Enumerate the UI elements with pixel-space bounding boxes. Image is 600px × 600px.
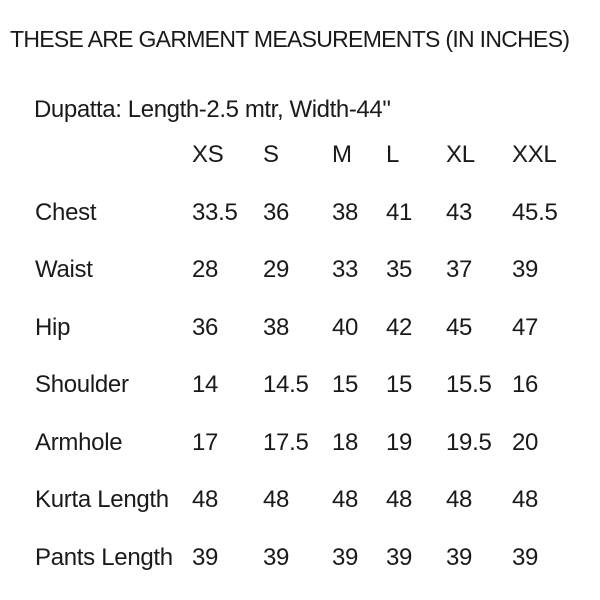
dupatta-note: Dupatta: Length-2.5 mtr, Width-44": [34, 96, 391, 123]
cell-value: 15: [332, 371, 359, 398]
cell-value: 15.5: [446, 371, 492, 398]
cell-value: 15: [386, 371, 413, 398]
cell-value: 18: [332, 428, 359, 456]
cell-value: 48: [512, 486, 539, 513]
cell-value: 45: [446, 313, 473, 341]
cell-value: 38: [263, 313, 290, 341]
cell-value: 19: [386, 428, 413, 456]
cell-value: 38: [332, 198, 359, 226]
cell-value: 39: [332, 543, 359, 571]
cell-value: 39: [512, 256, 539, 283]
column-header-xl: XL: [446, 141, 475, 168]
cell-value: 39: [263, 543, 290, 571]
cell-value: 47: [512, 313, 539, 341]
cell-value: 39: [386, 543, 413, 571]
table-row-chest: Chest 33.5 36 38 41 43 45.5: [35, 199, 592, 257]
cell-value: 20: [512, 428, 539, 456]
page-title: THESE ARE GARMENT MEASUREMENTS (IN INCHE…: [10, 26, 570, 52]
cell-value: 39: [192, 543, 219, 571]
table-row-waist: Waist 28 29 33 35 37 39: [35, 256, 592, 314]
cell-value: 48: [332, 486, 359, 513]
row-label: Pants Length: [35, 543, 173, 571]
row-label: Chest: [35, 198, 97, 226]
table-row-kurta-length: Kurta Length 48 48 48 48 48 48: [35, 486, 592, 544]
cell-value: 33: [332, 256, 359, 283]
cell-value: 33.5: [192, 198, 238, 226]
cell-value: 29: [263, 256, 290, 283]
cell-value: 14.5: [263, 371, 309, 398]
cell-value: 48: [446, 486, 473, 513]
cell-value: 16: [512, 371, 539, 398]
cell-value: 35: [386, 256, 413, 283]
cell-value: 48: [192, 486, 219, 513]
cell-value: 17: [192, 428, 219, 456]
column-header-l: L: [386, 141, 400, 168]
size-header-row: XS S M L XL XXL: [35, 141, 592, 199]
cell-value: 45.5: [512, 198, 558, 226]
cell-value: 36: [192, 313, 219, 341]
row-label: Kurta Length: [35, 486, 169, 513]
cell-value: 43: [446, 198, 473, 226]
cell-value: 14: [192, 371, 219, 398]
cell-value: 42: [386, 313, 413, 341]
row-label: Armhole: [35, 428, 123, 456]
cell-value: 41: [386, 198, 413, 226]
cell-value: 40: [332, 313, 359, 341]
table-row-hip: Hip 36 38 40 42 45 47: [35, 314, 592, 372]
row-label: Shoulder: [35, 371, 129, 398]
cell-value: 48: [386, 486, 413, 513]
table-row-shoulder: Shoulder 14 14.5 15 15 15.5 16: [35, 371, 592, 429]
size-chart-table: XS S M L XL XXL Chest 33.5 36 38 41 43 4…: [35, 141, 592, 600]
cell-value: 19.5: [446, 428, 492, 456]
column-header-m: M: [332, 141, 352, 168]
column-header-xxl: XXL: [512, 141, 557, 168]
column-header-s: S: [263, 141, 279, 168]
cell-value: 48: [263, 486, 290, 513]
cell-value: 28: [192, 256, 219, 283]
row-label: Waist: [35, 256, 93, 283]
column-header-xs: XS: [192, 141, 224, 168]
row-label: Hip: [35, 313, 71, 341]
cell-value: 39: [446, 543, 473, 571]
cell-value: 37: [446, 256, 473, 283]
cell-value: 17.5: [263, 428, 309, 456]
table-row-armhole: Armhole 17 17.5 18 19 19.5 20: [35, 429, 592, 487]
cell-value: 39: [512, 543, 539, 571]
table-row-pants-length: Pants Length 39 39 39 39 39 39: [35, 544, 592, 600]
cell-value: 36: [263, 198, 290, 226]
